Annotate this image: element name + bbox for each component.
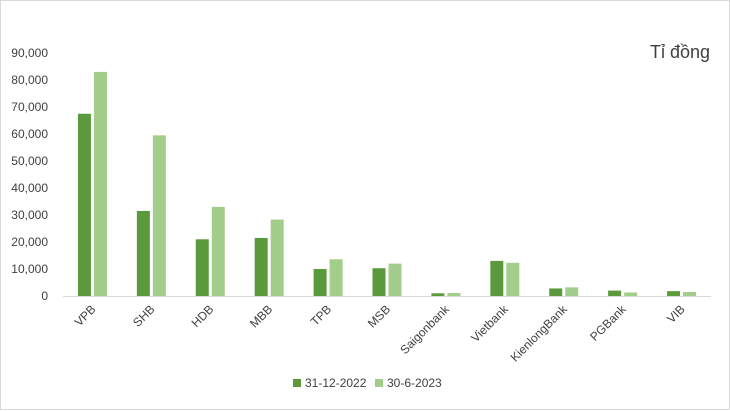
y-tick-label: 0 (41, 289, 48, 303)
y-tick-label: 70,000 (11, 100, 48, 114)
bar-hdb-series-2 (211, 206, 225, 296)
unit-label: Tỉ đồng (650, 42, 710, 62)
bar-kienlongbank-series-2 (565, 287, 579, 296)
bar-tpb-series-2 (329, 259, 343, 296)
y-tick-label: 50,000 (11, 154, 48, 168)
y-tick-label: 60,000 (11, 127, 48, 141)
bar-pgbank-series-2 (624, 292, 638, 296)
bar-saigonbank-series-2 (447, 293, 461, 296)
legend-swatch-1 (293, 379, 301, 387)
bar-vib-series-1 (667, 291, 681, 296)
bar-vietbank-series-1 (490, 260, 504, 296)
y-tick-label: 30,000 (11, 208, 48, 222)
y-tick-label: 10,000 (11, 262, 48, 276)
x-tick-label: PGBank (587, 302, 629, 344)
y-tick-label: 40,000 (11, 181, 48, 195)
y-tick-label: 20,000 (11, 235, 48, 249)
x-axis-labels: VPB SHB HDB MBB TPB MSB Saigonbank VietbankKien… (72, 302, 688, 365)
bar-msb-series-2 (388, 263, 402, 296)
bar-saigonbank-series-1 (431, 293, 445, 296)
bar-pgbank-series-1 (608, 290, 622, 296)
y-axis-ticks: 0 10,000 20,000 30,000 40,000 50,000 60,000 70,… (11, 46, 48, 303)
x-tick-label: SHB (130, 302, 157, 329)
bar-msb-series-1 (372, 268, 386, 296)
bar-shb-series-1 (136, 210, 150, 296)
bar-hdb-series-1 (195, 239, 209, 296)
x-tick-label: MBB (247, 302, 275, 330)
y-tick-label: 90,000 (11, 46, 48, 60)
x-tick-label: Vietbank (468, 302, 511, 345)
bar-vpb-series-2 (93, 71, 107, 297)
bar-vietbank-series-2 (506, 262, 520, 296)
x-tick-label: VIB (664, 302, 688, 326)
bar-mbb-series-2 (270, 219, 284, 296)
bar-vib-series-2 (683, 291, 697, 296)
bar-shb-series-2 (152, 135, 166, 296)
x-tick-label: VPB (72, 302, 99, 329)
bar-tpb-series-1 (313, 269, 327, 296)
bar-mbb-series-1 (254, 237, 268, 296)
bar-vpb-series-1 (77, 113, 91, 296)
legend-label-1: 31-12-2022 (305, 376, 367, 390)
bars (77, 71, 697, 297)
legend-label-2: 30-6-2023 (387, 376, 442, 390)
x-tick-label: KienlongBank (508, 302, 571, 365)
x-tick-label: HDB (189, 302, 217, 330)
x-tick-label: Saigonbank (397, 302, 452, 357)
legend: 31-12-2022 30-6-2023 (293, 376, 442, 390)
legend-swatch-2 (375, 379, 383, 387)
x-tick-label: TPB (308, 302, 334, 328)
x-tick-label: MSB (365, 302, 393, 330)
bar-kienlongbank-series-1 (549, 288, 563, 296)
y-tick-label: 80,000 (11, 73, 48, 87)
